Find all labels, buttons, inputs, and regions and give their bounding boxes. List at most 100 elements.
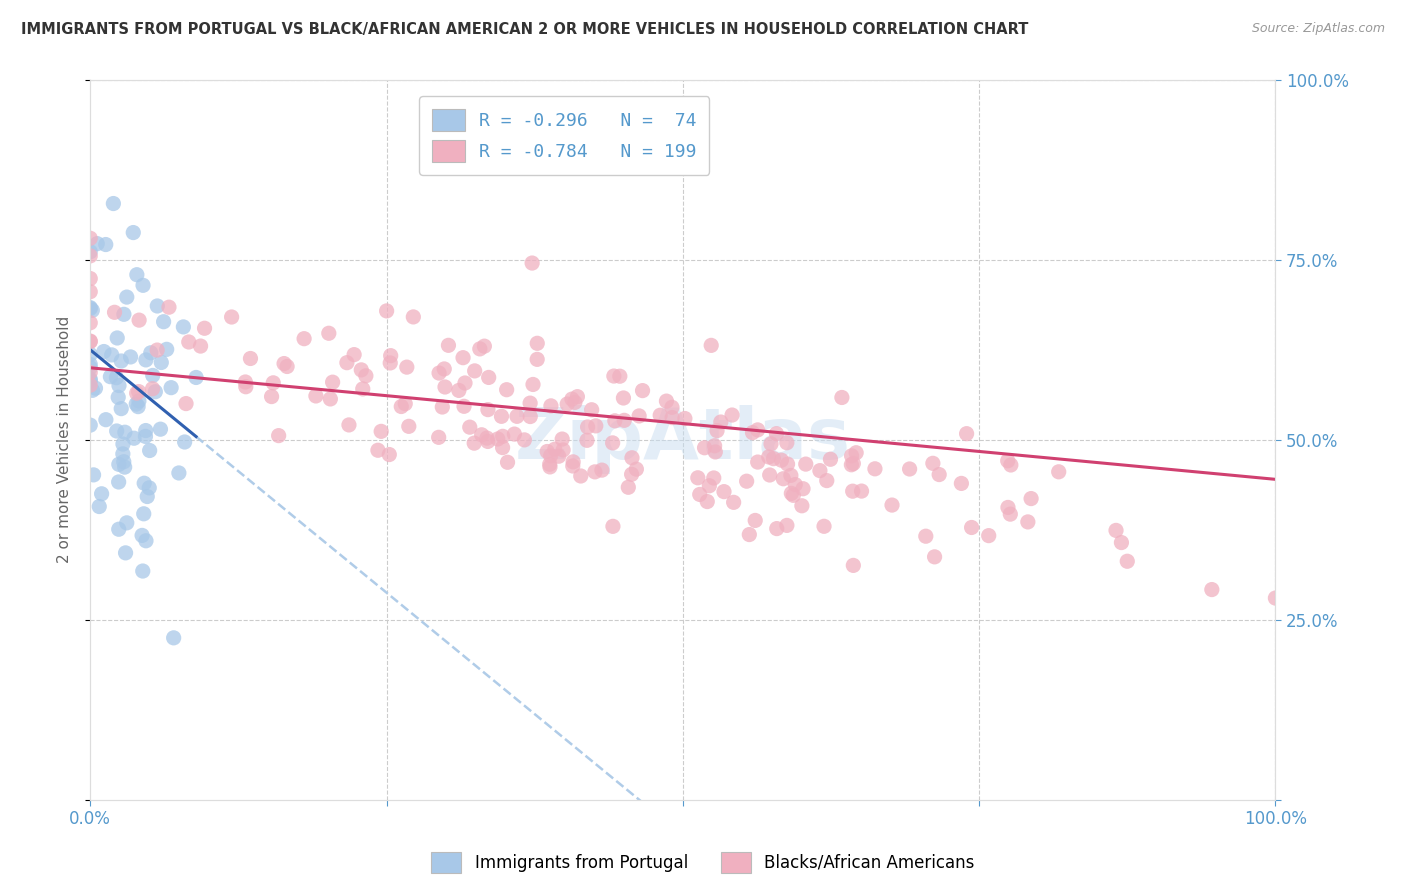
Point — [513, 433, 536, 447]
Point — [689, 487, 711, 501]
Point — [703, 471, 725, 485]
Point — [575, 434, 598, 448]
Point — [700, 338, 723, 352]
Point — [157, 300, 180, 314]
Point — [105, 370, 128, 384]
Point — [103, 196, 125, 211]
Point — [367, 443, 389, 458]
Point — [522, 377, 544, 392]
Point — [132, 564, 155, 578]
Point — [723, 495, 745, 509]
Point — [122, 226, 145, 240]
Point — [495, 383, 517, 397]
Point — [107, 390, 129, 404]
Point — [851, 484, 873, 499]
Point — [380, 356, 402, 370]
Point — [79, 316, 101, 330]
Point — [620, 450, 643, 465]
Point — [150, 355, 173, 369]
Point — [167, 466, 190, 480]
Point — [432, 400, 454, 414]
Point — [79, 285, 101, 299]
Point — [79, 301, 101, 316]
Point — [540, 399, 562, 413]
Point — [389, 400, 412, 414]
Point — [655, 394, 678, 409]
Point — [576, 420, 599, 434]
Point — [562, 455, 585, 469]
Point — [115, 516, 138, 530]
Point — [776, 435, 799, 450]
Point — [710, 415, 733, 429]
Point — [375, 304, 398, 318]
Point — [477, 402, 499, 417]
Point — [1000, 458, 1022, 472]
Point — [758, 468, 780, 483]
Point — [468, 342, 491, 356]
Point — [184, 370, 207, 384]
Point — [262, 376, 284, 390]
Point — [696, 494, 718, 508]
Point — [686, 471, 709, 485]
Point — [820, 452, 842, 467]
Point — [112, 307, 135, 321]
Point — [114, 460, 136, 475]
Point — [319, 392, 342, 406]
Point — [134, 476, 156, 491]
Point — [79, 366, 101, 380]
Point — [139, 346, 162, 360]
Point — [83, 467, 105, 482]
Point — [433, 362, 456, 376]
Point — [105, 331, 128, 345]
Point — [620, 467, 643, 482]
Point — [276, 359, 298, 374]
Point — [235, 375, 257, 389]
Point — [471, 427, 494, 442]
Point — [79, 374, 101, 388]
Point — [776, 457, 799, 471]
Point — [921, 456, 943, 470]
Point — [538, 457, 561, 471]
Point — [564, 395, 586, 409]
Point — [451, 351, 474, 365]
Point — [128, 384, 150, 399]
Point — [569, 469, 592, 483]
Point — [609, 369, 631, 384]
Point — [738, 527, 761, 541]
Point — [561, 458, 583, 473]
Point — [613, 413, 636, 427]
Point — [591, 463, 613, 477]
Point — [135, 424, 157, 438]
Point — [343, 348, 366, 362]
Point — [759, 437, 782, 451]
Point — [239, 351, 262, 366]
Point — [125, 397, 148, 411]
Point — [551, 432, 574, 446]
Point — [90, 487, 112, 501]
Point — [555, 397, 578, 411]
Point — [612, 391, 634, 405]
Point — [492, 429, 515, 443]
Point — [454, 376, 477, 390]
Point — [82, 303, 104, 318]
Point — [780, 486, 803, 500]
Point — [506, 409, 529, 424]
Point — [561, 392, 583, 406]
Point — [955, 426, 977, 441]
Point — [93, 344, 115, 359]
Point — [693, 441, 716, 455]
Point — [779, 468, 801, 483]
Point — [370, 425, 392, 439]
Point — [305, 389, 328, 403]
Point — [603, 369, 626, 384]
Point — [110, 401, 132, 416]
Point — [146, 299, 169, 313]
Point — [398, 419, 420, 434]
Point — [79, 334, 101, 349]
Point — [149, 422, 172, 436]
Point — [841, 484, 863, 499]
Point — [699, 479, 721, 493]
Point — [336, 356, 359, 370]
Point — [267, 428, 290, 442]
Point — [125, 268, 148, 282]
